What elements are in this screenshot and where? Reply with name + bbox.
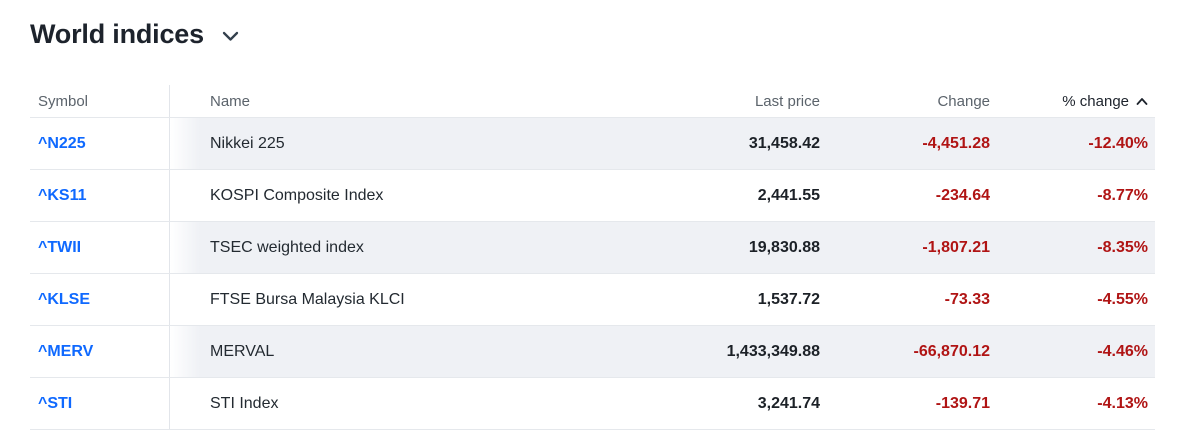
index-name: STI Index <box>210 394 279 412</box>
table-row: ^TWII TSEC weighted index 19,830.88 -1,8… <box>30 222 1155 274</box>
world-indices-dropdown[interactable]: World indices <box>30 16 240 52</box>
table-row: ^N225 Nikkei 225 31,458.42 -4,451.28 -12… <box>30 118 1155 170</box>
pct-change: -8.77% <box>1097 186 1148 204</box>
index-name: KOSPI Composite Index <box>210 186 384 204</box>
table-row: ^MERV MERVAL 1,433,349.88 -66,870.12 -4.… <box>30 326 1155 378</box>
table-row: ^STI STI Index 3,241.74 -139.71 -4.13% <box>30 378 1155 430</box>
column-header-symbol[interactable]: Symbol <box>30 85 170 117</box>
change: -66,870.12 <box>913 342 990 360</box>
last-price: 3,241.74 <box>757 394 820 412</box>
pct-change: -12.40% <box>1088 134 1148 152</box>
last-price: 1,537.72 <box>757 290 820 308</box>
pct-change: -8.35% <box>1097 238 1148 256</box>
sort-ascending-caret-icon <box>1136 97 1148 106</box>
column-header-change[interactable]: Change <box>937 92 990 110</box>
last-price: 19,830.88 <box>748 238 820 256</box>
change: -1,807.21 <box>922 238 990 256</box>
index-name: MERVAL <box>210 342 275 360</box>
table-row: ^KS11 KOSPI Composite Index 2,441.55 -23… <box>30 170 1155 222</box>
index-name: FTSE Bursa Malaysia KLCI <box>210 290 405 308</box>
world-indices-table: Symbol Name Last price Change % change ^… <box>30 85 1155 430</box>
symbol-link[interactable]: ^TWII <box>38 238 82 256</box>
symbol-link[interactable]: ^MERV <box>38 342 94 360</box>
pct-change: -4.55% <box>1097 290 1148 308</box>
last-price: 2,441.55 <box>757 186 820 204</box>
change: -139.71 <box>935 394 990 412</box>
page-title: World indices <box>30 19 204 49</box>
pct-change: -4.46% <box>1097 342 1148 360</box>
symbol-link[interactable]: ^KS11 <box>38 186 87 204</box>
column-header-name[interactable]: Name <box>210 92 251 110</box>
pct-change-header-label: % change <box>1062 92 1129 110</box>
change: -234.64 <box>935 186 990 204</box>
last-price: 1,433,349.88 <box>726 342 820 360</box>
title-bar: World indices <box>0 0 1200 85</box>
pct-change: -4.13% <box>1097 394 1148 412</box>
last-price: 31,458.42 <box>748 134 820 152</box>
change: -4,451.28 <box>922 134 990 152</box>
chevron-down-icon[interactable] <box>221 28 240 44</box>
index-name: TSEC weighted index <box>210 238 364 256</box>
column-header-pct-change[interactable]: % change <box>990 93 1148 110</box>
symbol-link[interactable]: ^N225 <box>38 134 86 152</box>
column-header-last-price[interactable]: Last price <box>754 92 820 110</box>
change: -73.33 <box>944 290 990 308</box>
symbol-link[interactable]: ^KLSE <box>38 290 91 308</box>
table-header-row: Symbol Name Last price Change % change <box>30 85 1155 118</box>
symbol-link[interactable]: ^STI <box>38 394 73 412</box>
index-name: Nikkei 225 <box>210 134 285 152</box>
table-row: ^KLSE FTSE Bursa Malaysia KLCI 1,537.72 … <box>30 274 1155 326</box>
